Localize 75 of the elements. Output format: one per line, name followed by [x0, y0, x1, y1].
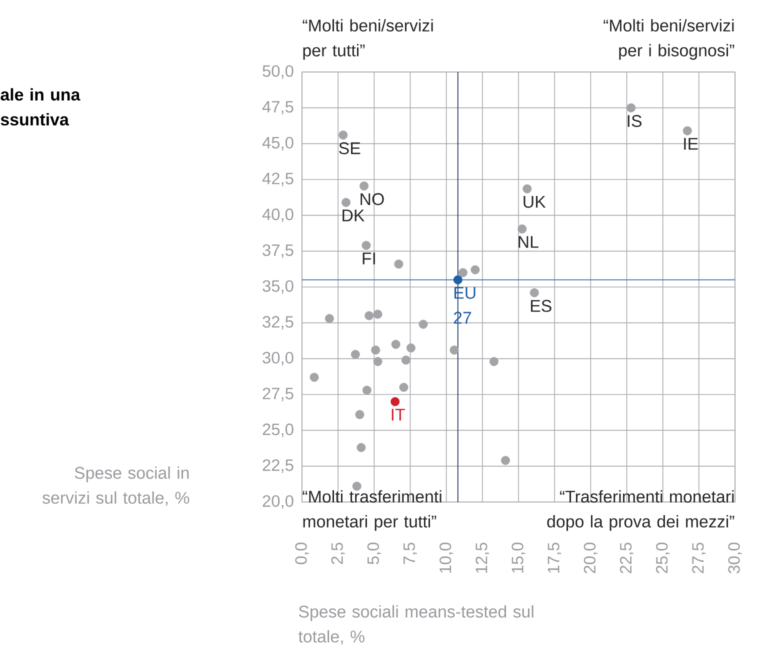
y-axis-title: Spese social in servizi sul totale, %: [42, 466, 190, 506]
data-label: NL: [518, 236, 538, 248]
point: [362, 240, 371, 250]
point: [401, 356, 410, 365]
point: [501, 456, 510, 465]
point: [373, 310, 382, 319]
text: “Molti beni/servizi per i bisognosi”: [604, 19, 734, 60]
point: [362, 386, 372, 395]
point: [399, 382, 408, 392]
point: [391, 340, 400, 349]
point: [371, 346, 380, 355]
point: [518, 224, 527, 234]
x-tick-label: 0,0: [295, 542, 309, 564]
point: [373, 357, 382, 366]
point: [418, 320, 428, 329]
x-tick-label: 27,5: [692, 542, 706, 574]
x-tick-label: 17,5: [548, 542, 562, 573]
y-tick-label: 40,0: [262, 208, 294, 222]
x-tick-label: 15,0: [512, 542, 526, 573]
data-label: DK: [342, 210, 365, 222]
point: [350, 350, 360, 359]
x-tick-label: 12,5: [476, 542, 490, 573]
y-tick-label: 27,5: [262, 388, 294, 402]
y-tick-label: 30,0: [262, 352, 294, 366]
y-tick-label: 37,5: [262, 244, 294, 258]
x-tick-label: 20,0: [584, 542, 598, 574]
point: [390, 397, 400, 406]
y-tick-label: 20,0: [262, 495, 294, 509]
data-label: IT: [392, 408, 405, 421]
x-tick-label: 30,0: [728, 542, 742, 574]
x-tick-label: 2,5: [331, 542, 345, 564]
data-label: NO: [360, 193, 384, 206]
point: [338, 130, 348, 140]
y-tick-label: 32,5: [262, 316, 294, 330]
y-tick-label: 22,5: [262, 459, 294, 473]
data-label: IE: [684, 138, 698, 150]
y-tick-label: 47,5: [262, 101, 294, 115]
data-label: FI: [362, 252, 375, 264]
point: [489, 357, 498, 366]
point: [450, 346, 459, 355]
data-label: SE: [339, 142, 360, 154]
data-label: IS: [628, 115, 642, 128]
data-label: ES: [530, 300, 552, 312]
x-tick-label: 10,0: [440, 542, 454, 573]
point: [356, 443, 366, 452]
x-tick-label: 5,0: [367, 542, 381, 564]
point: [310, 372, 319, 382]
y-tick-label: 35,0: [262, 280, 294, 294]
point: [682, 126, 692, 136]
x-tick-label: 25,0: [656, 542, 670, 574]
text: ale in una ssuntiva: [0, 88, 80, 126]
point: [522, 184, 532, 194]
annotation: “Molti trasferimenti monetari per tutti”: [302, 490, 442, 531]
point: [406, 343, 416, 352]
point: [355, 410, 364, 420]
annotation: “Trasferimenti monetari dopo la prova dei mezzi”: [547, 490, 734, 531]
y-tick-label: 42,5: [262, 172, 294, 186]
x-tick-label: 22,5: [620, 542, 634, 574]
y-tick-label: 25,0: [262, 424, 294, 438]
text: “Molti beni/servizi per tutti”: [302, 19, 433, 60]
point: [453, 275, 462, 284]
x-tick-label: 7,5: [404, 542, 417, 564]
y-tick-label: 50,0: [262, 65, 294, 79]
data-label: UK: [524, 196, 546, 208]
point: [458, 268, 468, 278]
y-tick-label: 45,0: [262, 136, 294, 150]
x-axis-title: Spese sociali means-tested sul totale, %: [298, 605, 534, 645]
point: [626, 103, 636, 112]
point: [324, 314, 334, 324]
point: [360, 181, 369, 190]
point: [470, 265, 480, 274]
point: [342, 198, 351, 207]
point: [364, 311, 374, 320]
point: [394, 260, 404, 269]
point: [530, 288, 539, 298]
